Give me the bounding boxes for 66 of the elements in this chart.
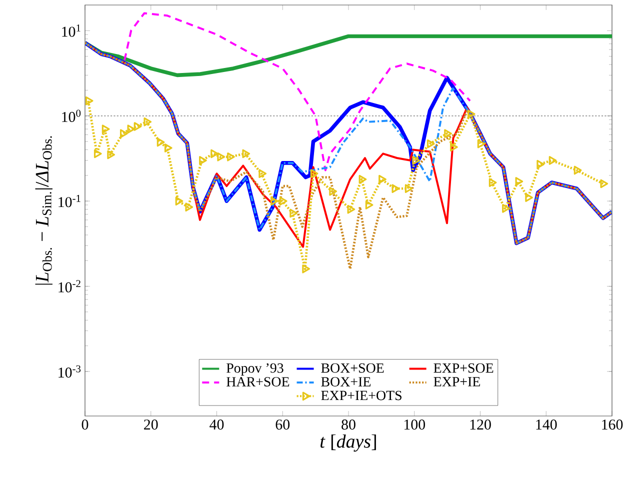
point	[515, 176, 524, 186]
x-tick-label: 0	[82, 420, 88, 430]
point	[85, 96, 94, 106]
point	[175, 196, 184, 206]
point	[102, 124, 110, 134]
point	[329, 186, 338, 196]
point	[134, 122, 142, 131]
point	[548, 156, 557, 165]
y-tick-label: 10$^{-2}$	[58, 280, 80, 292]
point	[502, 204, 510, 213]
point	[525, 193, 533, 202]
point	[156, 138, 165, 147]
point	[217, 152, 226, 162]
line-series	[124, 12, 472, 172]
point	[358, 174, 367, 184]
point	[227, 152, 235, 162]
point	[270, 196, 278, 206]
point	[290, 208, 298, 218]
point	[120, 129, 128, 138]
x-tick-label: 20	[144, 420, 158, 430]
point	[444, 129, 452, 138]
x-tick-label: 140	[536, 420, 557, 430]
legend-label: BOX+SOE	[321, 363, 384, 373]
x-axis-title: t [days]	[320, 434, 376, 452]
point	[426, 139, 435, 148]
y-tick-label: 10$^{1}$	[62, 24, 80, 37]
point	[404, 184, 413, 194]
point	[365, 200, 374, 210]
point	[574, 166, 582, 175]
legend-label: EXP+IE	[434, 377, 480, 386]
legend-label: BOX+IE	[321, 377, 371, 386]
point	[242, 149, 250, 158]
point	[199, 156, 207, 165]
point	[412, 156, 420, 165]
y-tick-label: 10$^{-1}$	[58, 194, 80, 208]
point	[164, 144, 172, 152]
point	[94, 149, 102, 158]
y-tick-label: 10$^{0}$	[62, 110, 81, 122]
point	[144, 117, 152, 126]
legend-label: HAR+SOE	[226, 377, 290, 386]
point	[450, 142, 458, 152]
point	[107, 150, 116, 160]
x-tick-label: 120	[470, 420, 491, 430]
legend-label: EXP+IE+OTS	[321, 390, 402, 400]
point	[310, 169, 318, 178]
point	[477, 139, 486, 148]
point	[600, 179, 608, 188]
x-tick-label: 60	[276, 420, 290, 430]
point	[279, 196, 288, 206]
x-tick-label: 40	[210, 420, 224, 430]
x-tick-label: 160	[602, 420, 623, 430]
legend-label: EXP+SOE	[434, 363, 494, 373]
point	[467, 110, 476, 118]
point	[302, 264, 310, 274]
x-tick-label: 100	[404, 420, 426, 430]
point	[347, 204, 356, 214]
x-tick-label: 80	[342, 420, 356, 430]
point	[378, 174, 386, 184]
point	[392, 184, 400, 194]
legend-label: Popov ’93	[226, 363, 284, 376]
point	[536, 160, 545, 169]
point	[258, 169, 267, 178]
point	[210, 149, 218, 158]
y-tick-label: 10$^{-3}$	[58, 365, 81, 378]
point	[488, 178, 497, 187]
point	[185, 202, 194, 212]
